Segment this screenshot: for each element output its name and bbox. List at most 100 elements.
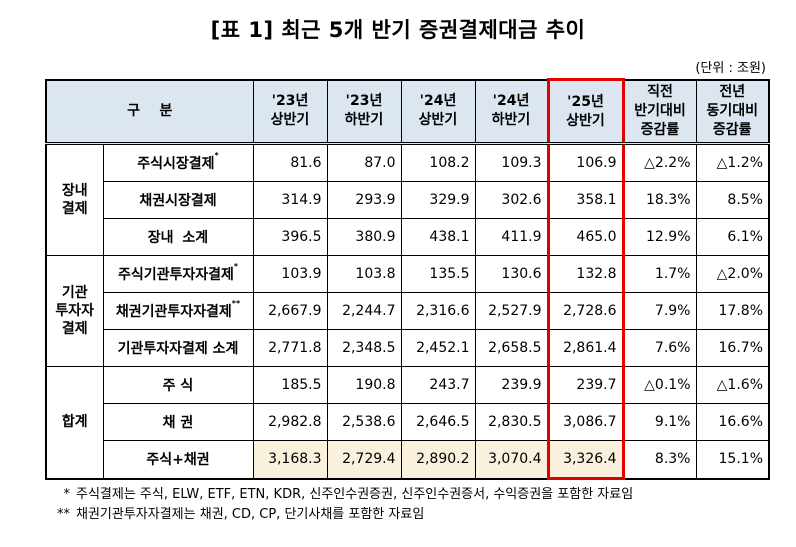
header-period-25h1: '25년 상반기 — [546, 78, 625, 145]
cell-change-yoy: 6.1% — [695, 218, 770, 256]
cell-change-yoy: 15.1% — [695, 440, 770, 479]
cell-value: 438.1 — [400, 218, 476, 256]
cell-value: 2,771.8 — [252, 329, 328, 367]
table-row: 채권기관투자자결제** 2,667.9 2,244.7 2,316.6 2,52… — [46, 292, 770, 330]
cell-value: 109.3 — [474, 143, 549, 182]
footnote-mark: * — [63, 487, 71, 502]
group-label-onexchange: 장내 결제 — [45, 143, 104, 256]
cell-value: 103.8 — [326, 255, 402, 293]
row-item-label: 채 권 — [102, 403, 254, 441]
cell-value-highlighted: 3,326.4 — [546, 440, 625, 480]
cell-value-highlighted: 465.0 — [546, 218, 625, 256]
cell-value-total: 3,168.3 — [252, 440, 328, 479]
cell-value: 87.0 — [326, 143, 402, 182]
cell-change-prev: 12.9% — [622, 218, 697, 256]
unit-label: (단위 : 조원) — [695, 61, 766, 76]
header-change-yoy: 전년 동기대비 증감률 — [695, 79, 770, 145]
cell-value: 2,348.5 — [326, 329, 402, 367]
row-item-label: 주식기관투자자결제* — [102, 255, 254, 293]
cell-value-highlighted: 3,086.7 — [546, 403, 625, 441]
header-row: 구 분 '23년 상반기 '23년 하반기 '24년 상반기 '24년 하반기 '25년… — [45, 78, 770, 145]
cell-change-yoy: △1.2% — [695, 143, 770, 182]
cell-value: 135.5 — [400, 255, 476, 293]
cell-change-yoy: △1.6% — [695, 366, 770, 404]
cell-value-total: 3,070.4 — [474, 440, 549, 479]
cell-value: 81.6 — [252, 143, 328, 182]
cell-value: 380.9 — [326, 218, 402, 256]
header-period-24h1: '24년 상반기 — [400, 79, 476, 145]
cell-value-total: 2,729.4 — [326, 440, 402, 479]
cell-value-highlighted: 106.9 — [546, 143, 625, 182]
cell-value: 2,452.1 — [400, 329, 476, 367]
cell-value: 411.9 — [474, 218, 549, 256]
table-row: 장내 소계 396.5 380.9 438.1 411.9 465.0 12.9… — [46, 218, 770, 256]
table-row-total: 주식+채권 3,168.3 2,729.4 2,890.2 3,070.4 3,… — [46, 440, 770, 480]
footnote-mark: * — [214, 151, 219, 160]
row-item-label: 기관투자자결제 소계 — [102, 329, 254, 367]
footnote-text: 주식결제는 주식, ELW, ETF, ETN, KDR, 신주인수권증권, 신… — [76, 487, 634, 502]
footnote-mark: ** — [57, 507, 70, 522]
cell-value-highlighted: 358.1 — [546, 181, 625, 219]
footnote-mark: * — [233, 262, 239, 271]
cell-value-highlighted: 239.7 — [546, 366, 625, 404]
header-category: 구 분 — [45, 79, 254, 145]
cell-value-highlighted: 2,861.4 — [546, 329, 625, 367]
header-period-24h2: '24년 하반기 — [474, 79, 549, 145]
table-row: 합계 주 식 185.5 190.8 243.7 239.9 239.7 △0.… — [45, 366, 770, 479]
cell-change-yoy: 8.5% — [695, 181, 770, 219]
table-row: 채권시장결제 314.9 293.9 329.9 302.6 358.1 18.… — [46, 181, 770, 219]
table-row: 채 권 2,982.8 2,538.6 2,646.5 2,830.5 3,08… — [46, 403, 770, 441]
cell-change-yoy: 16.6% — [695, 403, 770, 441]
cell-change-prev: 8.3% — [622, 440, 697, 479]
cell-value: 314.9 — [252, 181, 328, 219]
cell-value: 2,646.5 — [400, 403, 476, 441]
cell-change-prev: 7.9% — [622, 292, 697, 330]
cell-change-prev: 7.6% — [622, 329, 697, 367]
footnote-mark: ** — [231, 299, 241, 308]
row-item-label: 채권기관투자자결제** — [102, 292, 254, 330]
cell-change-prev: 9.1% — [622, 403, 697, 441]
settlement-table: 구 분 '23년 상반기 '23년 하반기 '24년 상반기 '24년 하반기 '25년… — [45, 78, 770, 480]
cell-value: 2,316.6 — [400, 292, 476, 330]
row-item-label: 채권시장결제 — [102, 181, 254, 219]
cell-value: 293.9 — [326, 181, 402, 219]
footnote-2: ** 채권기관투자자결제는 채권, CD, CP, 단기사채를 포함한 자료임 — [52, 505, 633, 525]
cell-value: 396.5 — [252, 218, 328, 256]
footnote-text: 채권기관투자자결제는 채권, CD, CP, 단기사채를 포함한 자료임 — [76, 507, 425, 522]
cell-value-highlighted: 132.8 — [546, 255, 625, 293]
table-title: [표 1] 최근 5개 반기 증권결제대금 추이 — [210, 18, 586, 42]
cell-value-highlighted: 2,728.6 — [546, 292, 625, 330]
cell-value: 302.6 — [474, 181, 549, 219]
group-label-total: 합계 — [45, 366, 104, 479]
cell-value: 243.7 — [400, 366, 476, 404]
cell-value: 103.9 — [252, 255, 328, 293]
row-item-label: 주 식 — [102, 366, 254, 404]
cell-change-yoy: 16.7% — [695, 329, 770, 367]
cell-value-total: 2,890.2 — [400, 440, 476, 479]
cell-value: 2,830.5 — [474, 403, 549, 441]
footnote-1: * 주식결제는 주식, ELW, ETF, ETN, KDR, 신주인수권증권, … — [52, 485, 634, 505]
header-period-23h1: '23년 상반기 — [252, 79, 328, 145]
cell-change-prev: 18.3% — [622, 181, 697, 219]
cell-value: 329.9 — [400, 181, 476, 219]
table-row: 기관 투자자 결제 주식기관투자자결제* 103.9 103.8 135.5 130… — [45, 255, 770, 367]
table-row: 장내 결제 주식시장결제* 81.6 87.0 108.2 109.3 106.9… — [45, 143, 770, 256]
cell-value: 2,658.5 — [474, 329, 549, 367]
cell-value: 185.5 — [252, 366, 328, 404]
footnotes: * 주식결제는 주식, ELW, ETF, ETN, KDR, 신주인수권증권, … — [52, 485, 633, 525]
group-label-institutional: 기관 투자자 결제 — [45, 255, 104, 367]
row-item-label: 주식시장결제* — [102, 143, 254, 182]
cell-value: 2,527.9 — [474, 292, 549, 330]
row-item-label: 주식+채권 — [102, 440, 254, 479]
cell-value: 108.2 — [400, 143, 476, 182]
row-item-label: 장내 소계 — [102, 218, 254, 256]
cell-value: 2,538.6 — [326, 403, 402, 441]
cell-value: 2,982.8 — [252, 403, 328, 441]
cell-change-prev: △2.2% — [622, 143, 697, 182]
header-change-prev: 직전 반기대비 증감률 — [622, 79, 697, 145]
cell-value: 2,667.9 — [252, 292, 328, 330]
cell-value: 239.9 — [474, 366, 549, 404]
cell-change-prev: 1.7% — [622, 255, 697, 293]
cell-change-prev: △0.1% — [622, 366, 697, 404]
cell-value: 190.8 — [326, 366, 402, 404]
